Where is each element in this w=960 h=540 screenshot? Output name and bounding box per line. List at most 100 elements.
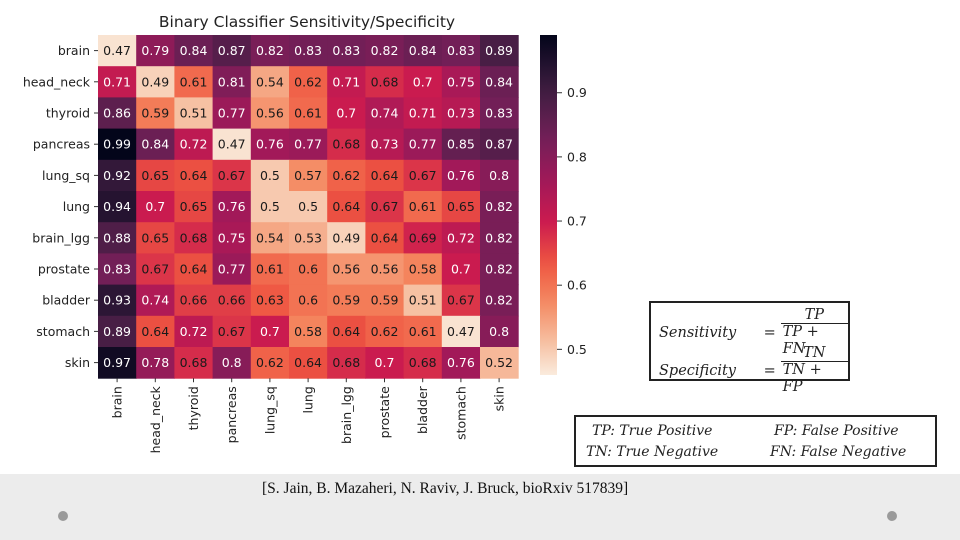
heatmap-cell-brain_lgg-lung bbox=[289, 222, 328, 254]
heatmap-cell-stomach-lung_sq bbox=[250, 315, 290, 348]
heatmap-cell-stomach-stomach bbox=[441, 315, 481, 348]
cell-value-label: 0.51 bbox=[180, 106, 208, 121]
heatmap-cell-prostate-prostate bbox=[365, 253, 405, 286]
heatmap-cell-skin-brain_lgg bbox=[327, 347, 366, 379]
heatmap-cell-thyroid-thyroid bbox=[174, 97, 214, 130]
heatmap-cell-brain-brain_lgg bbox=[327, 35, 366, 67]
heatmap-cell-brain_lgg-pancreas bbox=[212, 222, 252, 254]
x-tick-label: stomach bbox=[453, 386, 468, 440]
heatmap-cell-lung_sq-prostate bbox=[365, 159, 405, 192]
cell-value-label: 0.86 bbox=[103, 106, 131, 121]
y-tick-label: bladder bbox=[42, 293, 91, 308]
cell-value-label: 0.93 bbox=[103, 293, 131, 308]
cell-value-label: 0.87 bbox=[218, 43, 246, 58]
cell-value-label: 0.61 bbox=[294, 106, 322, 121]
heatmap-cell-lung-lung_sq bbox=[250, 191, 290, 223]
heatmap-cell-lung-head_neck bbox=[136, 191, 175, 223]
colorbar bbox=[540, 35, 557, 375]
cell-value-label: 0.67 bbox=[218, 324, 246, 339]
x-tick-label: thyroid bbox=[186, 386, 201, 430]
heatmap-cell-prostate-pancreas bbox=[212, 253, 252, 286]
heatmap-cell-bladder-lung_sq bbox=[250, 284, 290, 317]
cell-value-label: 0.66 bbox=[218, 293, 246, 308]
cell-value-label: 0.77 bbox=[218, 262, 246, 277]
heatmap-cell-head_neck-pancreas bbox=[212, 66, 252, 98]
heatmap-cell-brain-skin bbox=[480, 35, 519, 67]
cell-value-label: 0.71 bbox=[409, 106, 437, 121]
y-tick-label: prostate bbox=[38, 262, 90, 277]
cell-value-label: 0.83 bbox=[485, 106, 513, 121]
cell-value-label: 0.6 bbox=[298, 262, 318, 277]
cell-value-label: 0.68 bbox=[332, 355, 360, 370]
y-tick-label: lung_sq bbox=[42, 168, 90, 183]
heatmap-chart: Binary Classifier Sensitivity/Specificit… bbox=[23, 13, 587, 453]
heatmap-cell-lung_sq-stomach bbox=[441, 159, 481, 192]
sensitivity-denominator: TP + FN bbox=[780, 323, 848, 358]
heatmap-cell-head_neck-head_neck bbox=[136, 66, 175, 98]
cell-value-label: 0.61 bbox=[256, 262, 284, 277]
sensitivity-equals: = bbox=[763, 324, 776, 341]
y-tick-label: skin bbox=[65, 355, 90, 370]
cell-value-label: 0.7 bbox=[145, 199, 165, 214]
heatmap-cell-lung-stomach bbox=[441, 191, 481, 223]
heatmap-cell-skin-thyroid bbox=[174, 347, 214, 379]
heatmap-cell-thyroid-pancreas bbox=[212, 97, 252, 130]
heatmap-cell-pancreas-skin bbox=[480, 128, 519, 161]
heatmap-cell-skin-pancreas bbox=[212, 347, 252, 379]
specificity-equals: = bbox=[763, 362, 776, 379]
cell-value-label: 0.68 bbox=[180, 355, 208, 370]
cell-value-label: 0.64 bbox=[180, 262, 208, 277]
y-tick-label: thyroid bbox=[46, 106, 90, 121]
heatmap-cell-bladder-stomach bbox=[441, 284, 481, 317]
heatmap-cell-lung_sq-lung_sq bbox=[250, 159, 290, 192]
heatmap-cell-head_neck-prostate bbox=[365, 66, 405, 98]
cell-value-label: 0.64 bbox=[332, 199, 360, 214]
cell-value-label: 0.77 bbox=[294, 137, 322, 152]
heatmap-cell-bladder-skin bbox=[480, 284, 519, 317]
sensitivity-label: Sensitivity bbox=[659, 324, 737, 341]
heatmap-cell-bladder-lung bbox=[289, 284, 328, 317]
cell-value-label: 0.54 bbox=[256, 230, 284, 245]
x-tick-label: prostate bbox=[377, 386, 392, 438]
cell-value-label: 0.67 bbox=[371, 199, 399, 214]
cell-value-label: 0.78 bbox=[141, 355, 169, 370]
cell-value-label: 0.56 bbox=[332, 262, 360, 277]
cell-value-label: 0.83 bbox=[103, 262, 131, 277]
cell-value-label: 0.82 bbox=[485, 230, 513, 245]
heatmap-cell-pancreas-pancreas bbox=[212, 128, 252, 161]
cell-value-label: 0.68 bbox=[332, 137, 360, 152]
cell-value-label: 0.65 bbox=[447, 199, 475, 214]
heatmap-cell-head_neck-lung bbox=[289, 66, 328, 98]
cell-value-label: 0.89 bbox=[103, 324, 131, 339]
cell-value-label: 0.7 bbox=[260, 324, 280, 339]
heatmap-cell-prostate-head_neck bbox=[136, 253, 175, 286]
cell-value-label: 0.47 bbox=[103, 43, 131, 58]
cell-value-label: 0.75 bbox=[218, 230, 246, 245]
cell-value-label: 0.62 bbox=[294, 74, 322, 89]
cell-value-label: 0.5 bbox=[260, 199, 280, 214]
cell-value-label: 0.47 bbox=[447, 324, 475, 339]
heatmap-cell-prostate-lung bbox=[289, 253, 328, 286]
def-tn: TN: True Negative bbox=[586, 444, 719, 460]
sensitivity-numerator: TP bbox=[804, 307, 825, 323]
heatmap-cell-lung-prostate bbox=[365, 191, 405, 223]
cell-value-label: 0.84 bbox=[141, 137, 169, 152]
cell-value-label: 0.64 bbox=[141, 324, 169, 339]
heatmap-cell-stomach-head_neck bbox=[136, 315, 175, 348]
cell-value-label: 0.7 bbox=[336, 106, 356, 121]
heatmap-cell-skin-head_neck bbox=[136, 347, 175, 379]
heatmap-cell-brain_lgg-skin bbox=[480, 222, 519, 254]
right-dot bbox=[887, 511, 897, 521]
cell-value-label: 0.67 bbox=[409, 168, 437, 183]
heatmap-cell-stomach-skin bbox=[480, 315, 519, 348]
cell-value-label: 0.49 bbox=[332, 230, 360, 245]
specificity-label: Specificity bbox=[659, 362, 737, 379]
y-tick-label: brain bbox=[58, 43, 90, 58]
cell-value-label: 0.5 bbox=[298, 199, 318, 214]
heatmap-cell-brain-lung bbox=[289, 35, 328, 67]
cell-value-label: 0.76 bbox=[447, 355, 475, 370]
heatmap-cell-pancreas-lung bbox=[289, 128, 328, 161]
cell-value-label: 0.59 bbox=[141, 106, 169, 121]
heatmap-cell-head_neck-stomach bbox=[441, 66, 481, 98]
heatmap-cell-brain_lgg-thyroid bbox=[174, 222, 214, 254]
